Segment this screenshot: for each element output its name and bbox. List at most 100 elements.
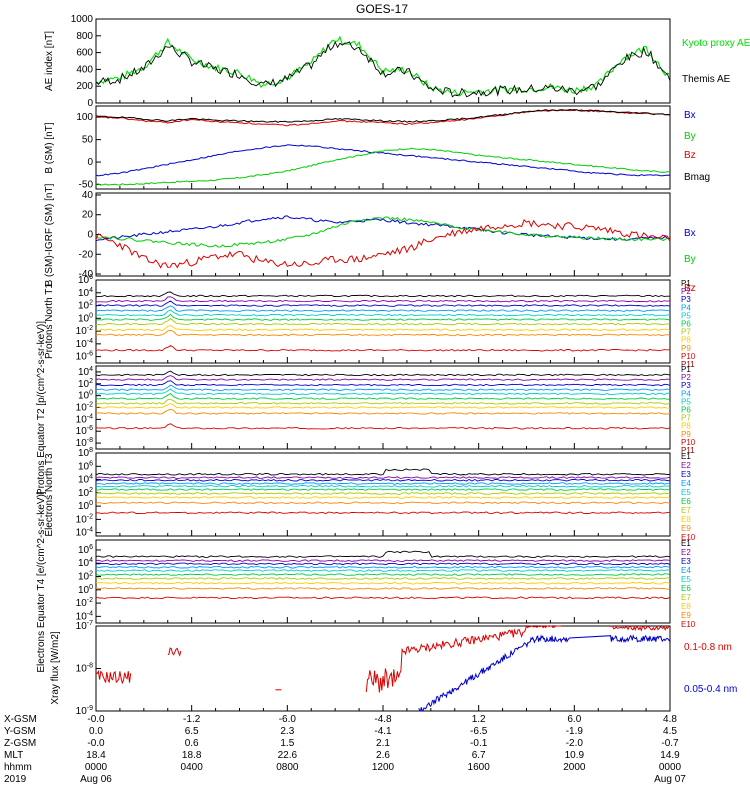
channel-p4-line bbox=[95, 305, 671, 312]
channel-label: E9 bbox=[681, 611, 691, 620]
channel-p10-line bbox=[95, 344, 671, 352]
channel-p1-line bbox=[95, 370, 671, 377]
channel-p6-line bbox=[95, 313, 671, 321]
channel-label: E8 bbox=[681, 602, 691, 611]
footer-value: 6.0 bbox=[567, 714, 581, 725]
channel-e6-line bbox=[95, 573, 671, 576]
footer-value: 1.2 bbox=[472, 714, 486, 725]
y-tick-label: 108 bbox=[78, 447, 93, 459]
y-tick-label: 20 bbox=[82, 210, 94, 221]
y-tick-label: -40 bbox=[79, 269, 94, 280]
series-xray-long-line bbox=[167, 647, 182, 657]
footer-value: 6.7 bbox=[472, 750, 486, 761]
y-tick-label: 104 bbox=[78, 557, 93, 569]
channel-e9-line bbox=[95, 501, 671, 505]
y-tick-label: 106 bbox=[78, 544, 93, 556]
y-tick-label: 0 bbox=[87, 98, 93, 109]
footer-row-label: Z-GSM bbox=[4, 738, 36, 749]
legend-xray-short: 0.05-0.4 nm bbox=[684, 684, 737, 695]
channel-label: P11 bbox=[681, 360, 695, 369]
y-tick-label: 102 bbox=[78, 487, 93, 499]
channel-e7-line bbox=[95, 492, 671, 495]
footer-value: 18.4 bbox=[86, 750, 106, 761]
footer-value: 0.6 bbox=[185, 738, 199, 749]
channel-e1-line bbox=[95, 550, 671, 558]
y-tick-label: 10-8 bbox=[76, 437, 93, 449]
channel-label: E1 bbox=[681, 539, 691, 548]
y-tick-label: 10-2 bbox=[76, 513, 93, 525]
y-tick-label: 102 bbox=[78, 378, 93, 390]
channel-label: P2 bbox=[681, 373, 691, 382]
y-tick-label: 10-2 bbox=[76, 597, 93, 609]
footer-value: -2.0 bbox=[566, 738, 584, 749]
footer-value: -0.0 bbox=[87, 738, 105, 749]
y-tick-label: 102 bbox=[78, 300, 93, 312]
channel-e8-line bbox=[95, 496, 671, 499]
y-tick-label: 102 bbox=[78, 571, 93, 583]
ylabel-xray: Xray flux [W/m2] bbox=[50, 631, 61, 705]
channel-label: E1 bbox=[681, 452, 691, 461]
series-kyoto-ae-line bbox=[95, 35, 671, 97]
channel-e5-line bbox=[95, 569, 671, 572]
channel-label: P4 bbox=[681, 389, 691, 398]
channel-label: P7 bbox=[681, 328, 691, 337]
channel-label: P2 bbox=[681, 287, 691, 296]
channel-label: P10 bbox=[681, 352, 696, 361]
panel-electrons-t4-frame bbox=[95, 539, 671, 624]
y-tick-label: 104 bbox=[78, 287, 93, 299]
series-themis-ae-line bbox=[95, 41, 671, 98]
legend-bsm-bx: Bx bbox=[684, 110, 696, 121]
legend-igrf-bx: Bx bbox=[684, 228, 696, 239]
y-tick-label: 200 bbox=[76, 81, 93, 92]
footer-value: 2.3 bbox=[280, 726, 294, 737]
channel-p4-line bbox=[95, 384, 671, 391]
channel-e3-line bbox=[95, 562, 671, 566]
channel-p9-line bbox=[95, 408, 671, 415]
legend-bsm-by: By bbox=[684, 131, 696, 142]
footer-value: 2000 bbox=[563, 762, 586, 773]
channel-label: E4 bbox=[681, 479, 691, 488]
channel-e9-line bbox=[95, 587, 671, 590]
channel-p3-line bbox=[95, 300, 671, 307]
footer-value: -0.7 bbox=[661, 738, 679, 749]
ylabel-electrons-t3: Electrons North T3 bbox=[44, 453, 55, 537]
channel-label: P6 bbox=[681, 406, 691, 415]
y-tick-label: 0 bbox=[87, 157, 93, 168]
channel-e7-line bbox=[95, 577, 671, 580]
channel-label: E4 bbox=[681, 566, 691, 575]
channel-p5-line bbox=[95, 309, 671, 317]
ylabel-igrf: B (SM)-IGRF (SM) [nT] bbox=[44, 183, 55, 286]
y-tick-label: 10-4 bbox=[76, 527, 93, 539]
footer-value: -6.0 bbox=[279, 714, 297, 725]
footer-row-label: Y-GSM bbox=[4, 726, 36, 737]
ylabel-electrons-t4: Electrons Equator T4 [e/(cm^2-s-sr-keV)] bbox=[36, 491, 47, 672]
channel-e4-line bbox=[95, 565, 671, 569]
y-tick-label: 100 bbox=[78, 390, 93, 402]
y-tick-label: 10-2 bbox=[76, 325, 93, 337]
footer-value: 4.5 bbox=[663, 726, 677, 737]
legend-kyoto-ae: Kyoto proxy AE bbox=[682, 38, 750, 49]
channel-p2-line bbox=[96, 296, 671, 303]
channel-label: P9 bbox=[681, 430, 691, 439]
channel-p5-line bbox=[95, 388, 671, 396]
channel-label: E2 bbox=[681, 548, 691, 557]
footer-value: 0000 bbox=[85, 762, 108, 773]
y-tick-label: 10-6 bbox=[76, 425, 93, 437]
channel-e6-line bbox=[95, 488, 671, 491]
channel-p7-line bbox=[95, 399, 671, 405]
footer-value: 0400 bbox=[181, 762, 204, 773]
channel-label: E5 bbox=[681, 575, 691, 584]
series-bz-line bbox=[95, 109, 671, 127]
channel-label: E9 bbox=[681, 524, 691, 533]
channel-label: E5 bbox=[681, 488, 691, 497]
footer-value: 2.6 bbox=[376, 750, 390, 761]
footer-value: 10.9 bbox=[565, 750, 585, 761]
y-tick-label: 10-4 bbox=[76, 413, 93, 425]
channel-p8-line bbox=[95, 325, 671, 332]
y-tick-label: 1000 bbox=[71, 14, 94, 25]
footer-value: 2.1 bbox=[376, 738, 390, 749]
channel-label: P8 bbox=[681, 336, 691, 345]
y-tick-label: 10-8 bbox=[76, 663, 93, 675]
